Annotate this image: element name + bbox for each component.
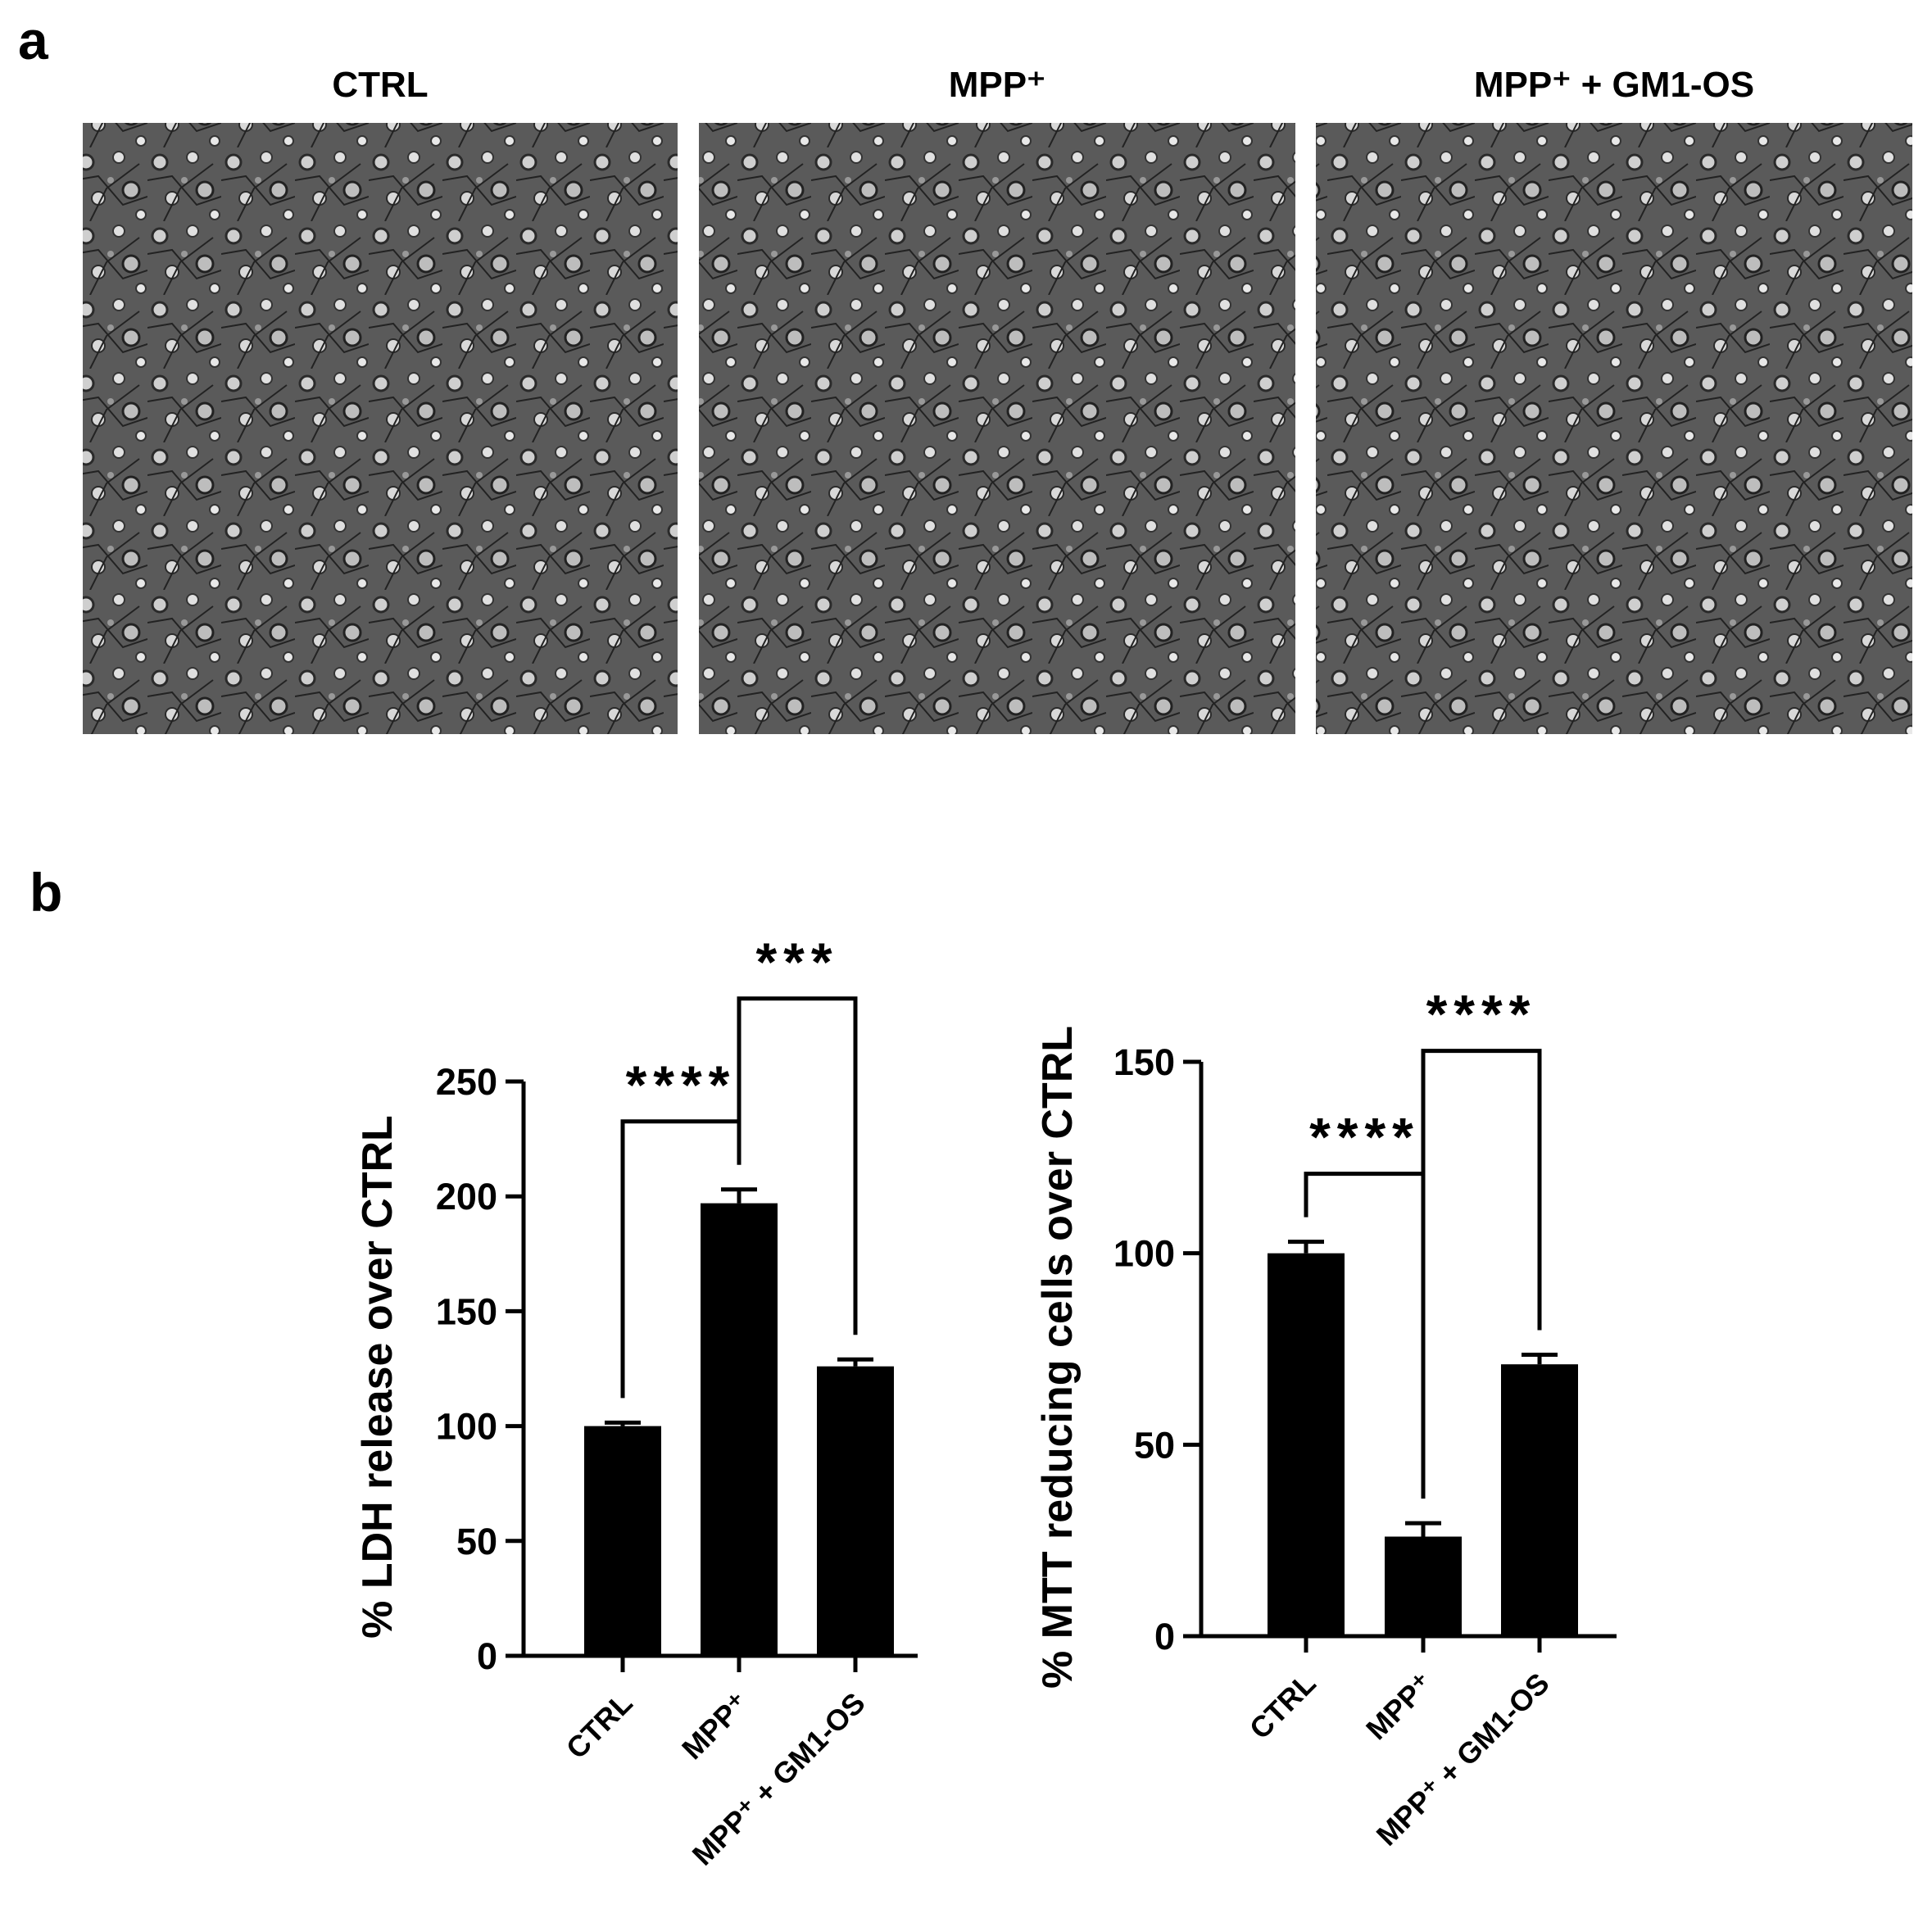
bar — [1385, 1536, 1462, 1636]
image-title: MPP⁺ — [949, 65, 1046, 105]
y-tick-label: 250 — [436, 1061, 497, 1103]
bar — [817, 1366, 894, 1656]
y-tick-label: 100 — [1113, 1233, 1175, 1275]
significance-bracket — [737, 996, 858, 1335]
error-bar — [1522, 1353, 1558, 1365]
significance-label: *** — [755, 932, 838, 992]
x-tick-label: CTRL — [1243, 1666, 1322, 1746]
micrograph — [699, 123, 1295, 734]
y-tick-label: 200 — [436, 1176, 497, 1217]
y-tick-label: 100 — [436, 1406, 497, 1448]
micrograph — [83, 123, 678, 734]
y-tick-label: 0 — [477, 1635, 497, 1677]
y-tick-label: 0 — [1154, 1616, 1175, 1657]
y-axis-label: % MTT reducing cells over CTRL — [1034, 1026, 1082, 1689]
error-bar — [1405, 1521, 1441, 1537]
x-tick-label: MPP⁺ — [675, 1686, 755, 1766]
y-tick-label: 50 — [456, 1521, 497, 1562]
bar — [1501, 1364, 1578, 1636]
error-bar — [721, 1187, 757, 1204]
image-title: MPP⁺ + GM1-OS — [1474, 65, 1754, 105]
significance-bracket — [1421, 1049, 1542, 1331]
error-bar — [1288, 1240, 1324, 1254]
y-tick-label: 150 — [1113, 1041, 1175, 1083]
bar — [584, 1426, 661, 1656]
x-tick-label: CTRL — [560, 1686, 639, 1766]
micrograph — [1316, 123, 1912, 734]
y-tick-label: 150 — [436, 1290, 497, 1332]
error-bar — [605, 1420, 641, 1426]
panel-label: a — [18, 10, 49, 70]
x-tick-label: MPP⁺ — [1359, 1666, 1440, 1747]
significance-bracket — [620, 1119, 742, 1399]
image-title: CTRL — [332, 65, 428, 105]
y-tick-label: 50 — [1134, 1424, 1175, 1466]
y-axis-label: % LDH release over CTRL — [354, 1115, 401, 1639]
significance-bracket — [1304, 1172, 1426, 1499]
significance-label: **** — [626, 1054, 737, 1115]
significance-label: **** — [1309, 1107, 1420, 1168]
error-bar — [837, 1357, 873, 1367]
panel-label: b — [29, 862, 62, 923]
bar — [1268, 1253, 1345, 1636]
significance-label: **** — [1426, 984, 1537, 1045]
bar — [701, 1203, 778, 1656]
